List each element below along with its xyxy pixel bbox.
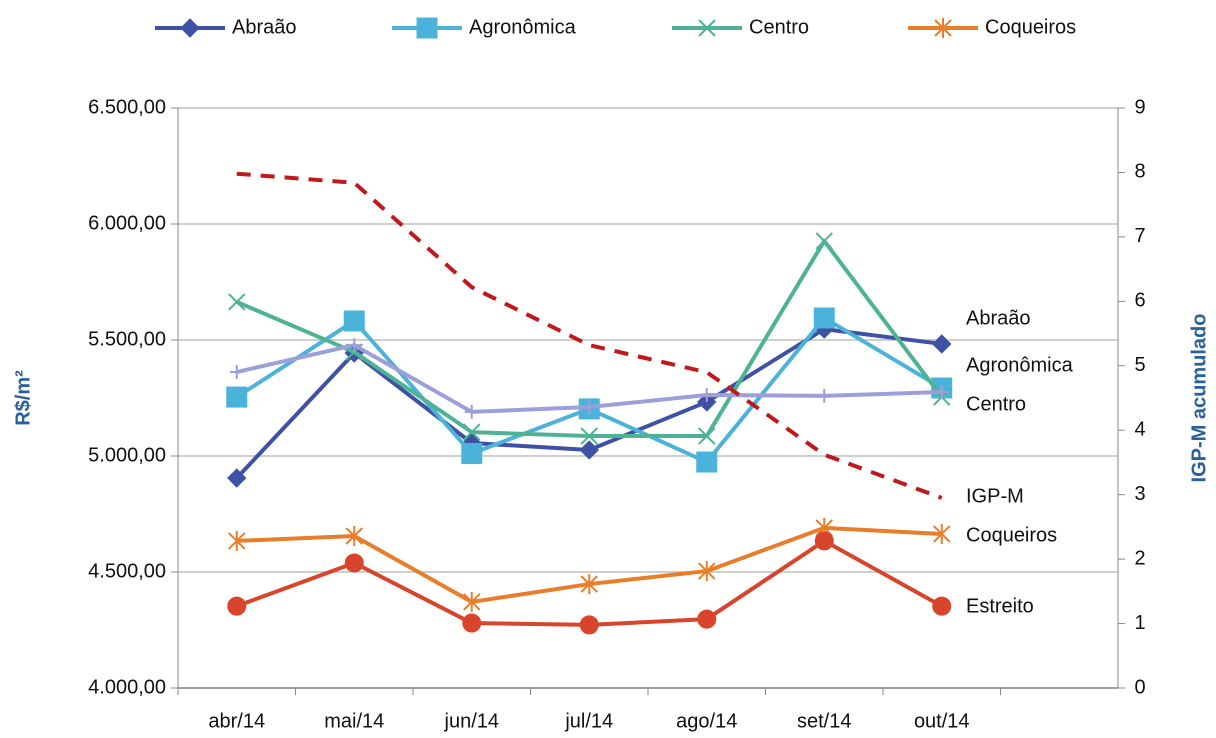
annotation: Estreito: [966, 595, 1034, 617]
y-tick-label: 6.000,00: [88, 212, 166, 234]
marker: [697, 609, 717, 629]
marker: [579, 440, 599, 460]
y2-tick-label: 9: [1134, 96, 1145, 118]
legend-label: Coqueiros: [985, 16, 1076, 38]
y2-tick-label: 2: [1134, 547, 1145, 569]
y2-tick-label: 4: [1134, 419, 1145, 441]
annotation: Abraão: [966, 307, 1031, 329]
y-tick-label: 6.500,00: [88, 96, 166, 118]
legend-label: Abraão: [232, 16, 297, 38]
marker: [580, 427, 598, 445]
legend-label: Centro: [749, 16, 809, 38]
marker: [933, 523, 951, 544]
marker: [699, 387, 714, 402]
series: [227, 531, 952, 635]
marker: [462, 613, 482, 633]
y2-tick-label: 1: [1134, 612, 1145, 634]
x-tick-label: ago/14: [676, 710, 737, 732]
legend-item: Agronômica: [392, 16, 577, 39]
y2-tick-label: 6: [1134, 290, 1145, 312]
marker: [934, 18, 952, 38]
marker: [932, 334, 952, 354]
y-tick-label: 4.500,00: [88, 560, 166, 582]
marker: [227, 468, 247, 488]
y2-tick-label: 0: [1134, 676, 1145, 698]
marker: [698, 427, 716, 445]
x-tick-label: jun/14: [444, 710, 500, 732]
marker: [696, 451, 718, 473]
marker: [698, 19, 716, 37]
x-tick-label: abr/14: [208, 710, 265, 732]
marker: [416, 17, 438, 39]
marker: [817, 388, 832, 403]
marker: [227, 596, 247, 616]
marker: [813, 307, 835, 329]
x-tick-label: jul/14: [564, 710, 613, 732]
annotation: IGP-M: [966, 485, 1024, 507]
y-tick-label: 5.000,00: [88, 444, 166, 466]
y2-tick-label: 7: [1134, 225, 1145, 247]
marker: [347, 338, 362, 353]
y-tick-label: 5.500,00: [88, 328, 166, 350]
y2-tick-label: 8: [1134, 161, 1145, 183]
legend-label: Agronômica: [469, 16, 577, 38]
legend-item: Abraão: [155, 16, 297, 38]
marker: [463, 423, 481, 441]
annotation: Centro: [966, 393, 1026, 415]
y2-tick-label: 3: [1134, 483, 1145, 505]
marker: [934, 384, 949, 399]
legend-item: Coqueiros: [908, 16, 1076, 38]
marker: [343, 310, 365, 332]
annotation: Coqueiros: [966, 524, 1057, 546]
x-tick-label: mai/14: [324, 710, 384, 732]
marker: [698, 561, 716, 582]
marker: [461, 442, 483, 464]
marker: [345, 526, 363, 547]
marker: [228, 530, 246, 551]
marker: [463, 591, 481, 612]
y2-axis-title: IGP-M acumulado: [1188, 314, 1210, 483]
marker: [814, 531, 834, 551]
marker: [228, 293, 246, 311]
marker: [464, 404, 479, 419]
x-tick-label: set/14: [797, 710, 851, 732]
y-axis-title: R$/m²: [12, 370, 34, 426]
marker: [229, 365, 244, 380]
y-tick-label: 4.000,00: [88, 676, 166, 698]
marker: [344, 553, 364, 573]
series: [228, 517, 951, 612]
marker: [815, 232, 833, 250]
y2-tick-label: 5: [1134, 354, 1145, 376]
marker: [932, 596, 952, 616]
x-tick-label: out/14: [914, 710, 970, 732]
marker: [582, 400, 597, 415]
marker: [580, 574, 598, 595]
legend-item: Centro: [672, 16, 809, 38]
series: [229, 338, 949, 419]
marker: [226, 386, 248, 408]
marker: [180, 18, 200, 38]
annotation: Agronômica: [966, 354, 1074, 376]
marker: [579, 615, 599, 635]
